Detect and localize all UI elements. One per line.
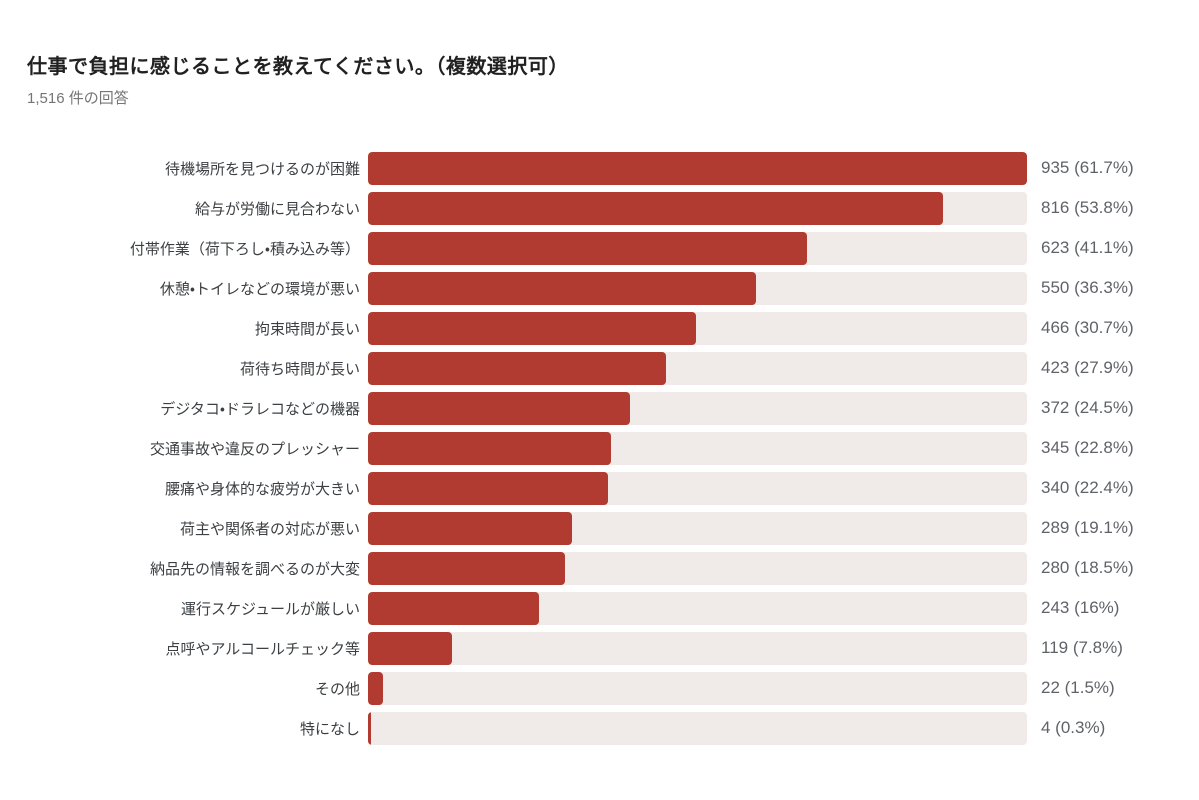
- bar-label: 待機場所を見つけるのが困難: [164, 160, 360, 178]
- bar-value: 550 (36.3%): [1041, 278, 1134, 297]
- chart-row: 腰痛や身体的な疲労が大きい 340 (22.4%): [27, 468, 1199, 508]
- bar-value: 816 (53.8%): [1041, 198, 1134, 217]
- bar-value: 935 (61.7%): [1041, 158, 1134, 177]
- chart-row: 点呼やアルコールチェック等 119 (7.8%): [27, 628, 1199, 668]
- chart-row: その他 22 (1.5%): [27, 668, 1199, 708]
- bar-label: 納品先の情報を調べるのが大変: [149, 560, 360, 578]
- bar-label: 拘束時間が長い: [254, 320, 360, 338]
- bar-label: 荷待ち時間が長い: [239, 360, 360, 378]
- chart-row: デジタコ・ドラレコなどの機器 372 (24.5%): [27, 388, 1199, 428]
- bar-fill: [368, 311, 697, 345]
- chart-row: 休憩・トイレなどの環境が悪い 550 (36.3%): [27, 268, 1199, 308]
- bar-label: 交通事故や違反のプレッシャー: [149, 440, 360, 458]
- chart-row: 待機場所を見つけるのが困難 935 (61.7%): [27, 148, 1199, 188]
- bar-fill: [368, 271, 756, 305]
- bar-track: [368, 351, 1027, 385]
- bar-track: [368, 551, 1027, 585]
- bar-label: その他: [314, 680, 360, 698]
- bar-value: 4 (0.3%): [1041, 718, 1106, 737]
- chart-row: 特になし 4 (0.3%): [27, 708, 1199, 748]
- bar-value: 372 (24.5%): [1041, 398, 1134, 417]
- bar-fill: [368, 471, 608, 505]
- bar-label: 荷主や関係者の対応が悪い: [179, 520, 360, 538]
- bar-track: [368, 591, 1027, 625]
- bar-track: [368, 631, 1027, 665]
- chart-row: 納品先の情報を調べるのが大変 280 (18.5%): [27, 548, 1199, 588]
- bar-fill: [368, 231, 808, 265]
- bar-label: 特になし: [299, 720, 360, 738]
- bar-track: [368, 191, 1027, 225]
- bar-label: 腰痛や身体的な疲労が大きい: [164, 480, 360, 498]
- survey-results-chart: 仕事で負担に感じることを教えてください。（複数選択可） 1,516 件の回答 待…: [27, 56, 1199, 748]
- bar-track: [368, 711, 1027, 745]
- bar-track: [368, 471, 1027, 505]
- bar-track: [368, 431, 1027, 465]
- bar-fill: [368, 631, 452, 665]
- chart-row: 荷待ち時間が長い 423 (27.9%): [27, 348, 1199, 388]
- chart-title: 仕事で負担に感じることを教えてください。（複数選択可）: [27, 56, 569, 78]
- bar-value: 623 (41.1%): [1041, 238, 1134, 257]
- bar-fill: [368, 191, 944, 225]
- bar-value: 345 (22.8%): [1041, 438, 1134, 457]
- bar-label: 運行スケジュールが厳しい: [181, 600, 360, 618]
- bar-value: 280 (18.5%): [1041, 558, 1134, 577]
- bar-value: 22 (1.5%): [1041, 678, 1115, 697]
- chart-row: 付帯作業（荷下ろし・積み込み等） 623 (41.1%): [27, 228, 1199, 268]
- bar-value: 289 (19.1%): [1041, 518, 1134, 537]
- bar-fill: [368, 591, 540, 625]
- bar-track: [368, 271, 1027, 305]
- chart-row: 給与が労働に見合わない 816 (53.8%): [27, 188, 1199, 228]
- bar-track: [368, 151, 1027, 185]
- bar-fill: [368, 711, 371, 745]
- chart-row: 交通事故や違反のプレッシャー 345 (22.8%): [27, 428, 1199, 468]
- bar-track: [368, 231, 1027, 265]
- bar-fill: [368, 511, 572, 545]
- chart-row: 運行スケジュールが厳しい 243 (16%): [27, 588, 1199, 628]
- bar-fill: [368, 391, 631, 425]
- bar-label: 休憩・トイレなどの環境が悪い: [159, 280, 360, 298]
- bar-label: 付帯作業（荷下ろし・積み込み等）: [129, 240, 360, 258]
- bar-track: [368, 311, 1027, 345]
- bar-fill: [368, 351, 667, 385]
- bar-fill: [368, 151, 1027, 185]
- bar-track: [368, 391, 1027, 425]
- bar-value: 340 (22.4%): [1041, 478, 1134, 497]
- chart-row: 拘束時間が長い 466 (30.7%): [27, 308, 1199, 348]
- bar-value: 423 (27.9%): [1041, 358, 1134, 377]
- response-count: 1,516 件の回答: [27, 90, 129, 107]
- bar-value: 466 (30.7%): [1041, 318, 1134, 337]
- bar-chart: 待機場所を見つけるのが困難 935 (61.7%) 給与が労働に見合わない 81…: [27, 148, 1199, 748]
- bar-track: [368, 511, 1027, 545]
- bar-label: 点呼やアルコールチェック等: [165, 640, 360, 658]
- bar-value: 119 (7.8%): [1041, 638, 1123, 657]
- chart-row: 荷主や関係者の対応が悪い 289 (19.1%): [27, 508, 1199, 548]
- bar-value: 243 (16%): [1041, 598, 1120, 617]
- bar-fill: [368, 671, 384, 705]
- bar-track: [368, 671, 1027, 705]
- bar-fill: [368, 431, 612, 465]
- bar-label: 給与が労働に見合わない: [194, 200, 360, 218]
- bar-fill: [368, 551, 566, 585]
- bar-label: デジタコ・ドラレコなどの機器: [160, 400, 360, 418]
